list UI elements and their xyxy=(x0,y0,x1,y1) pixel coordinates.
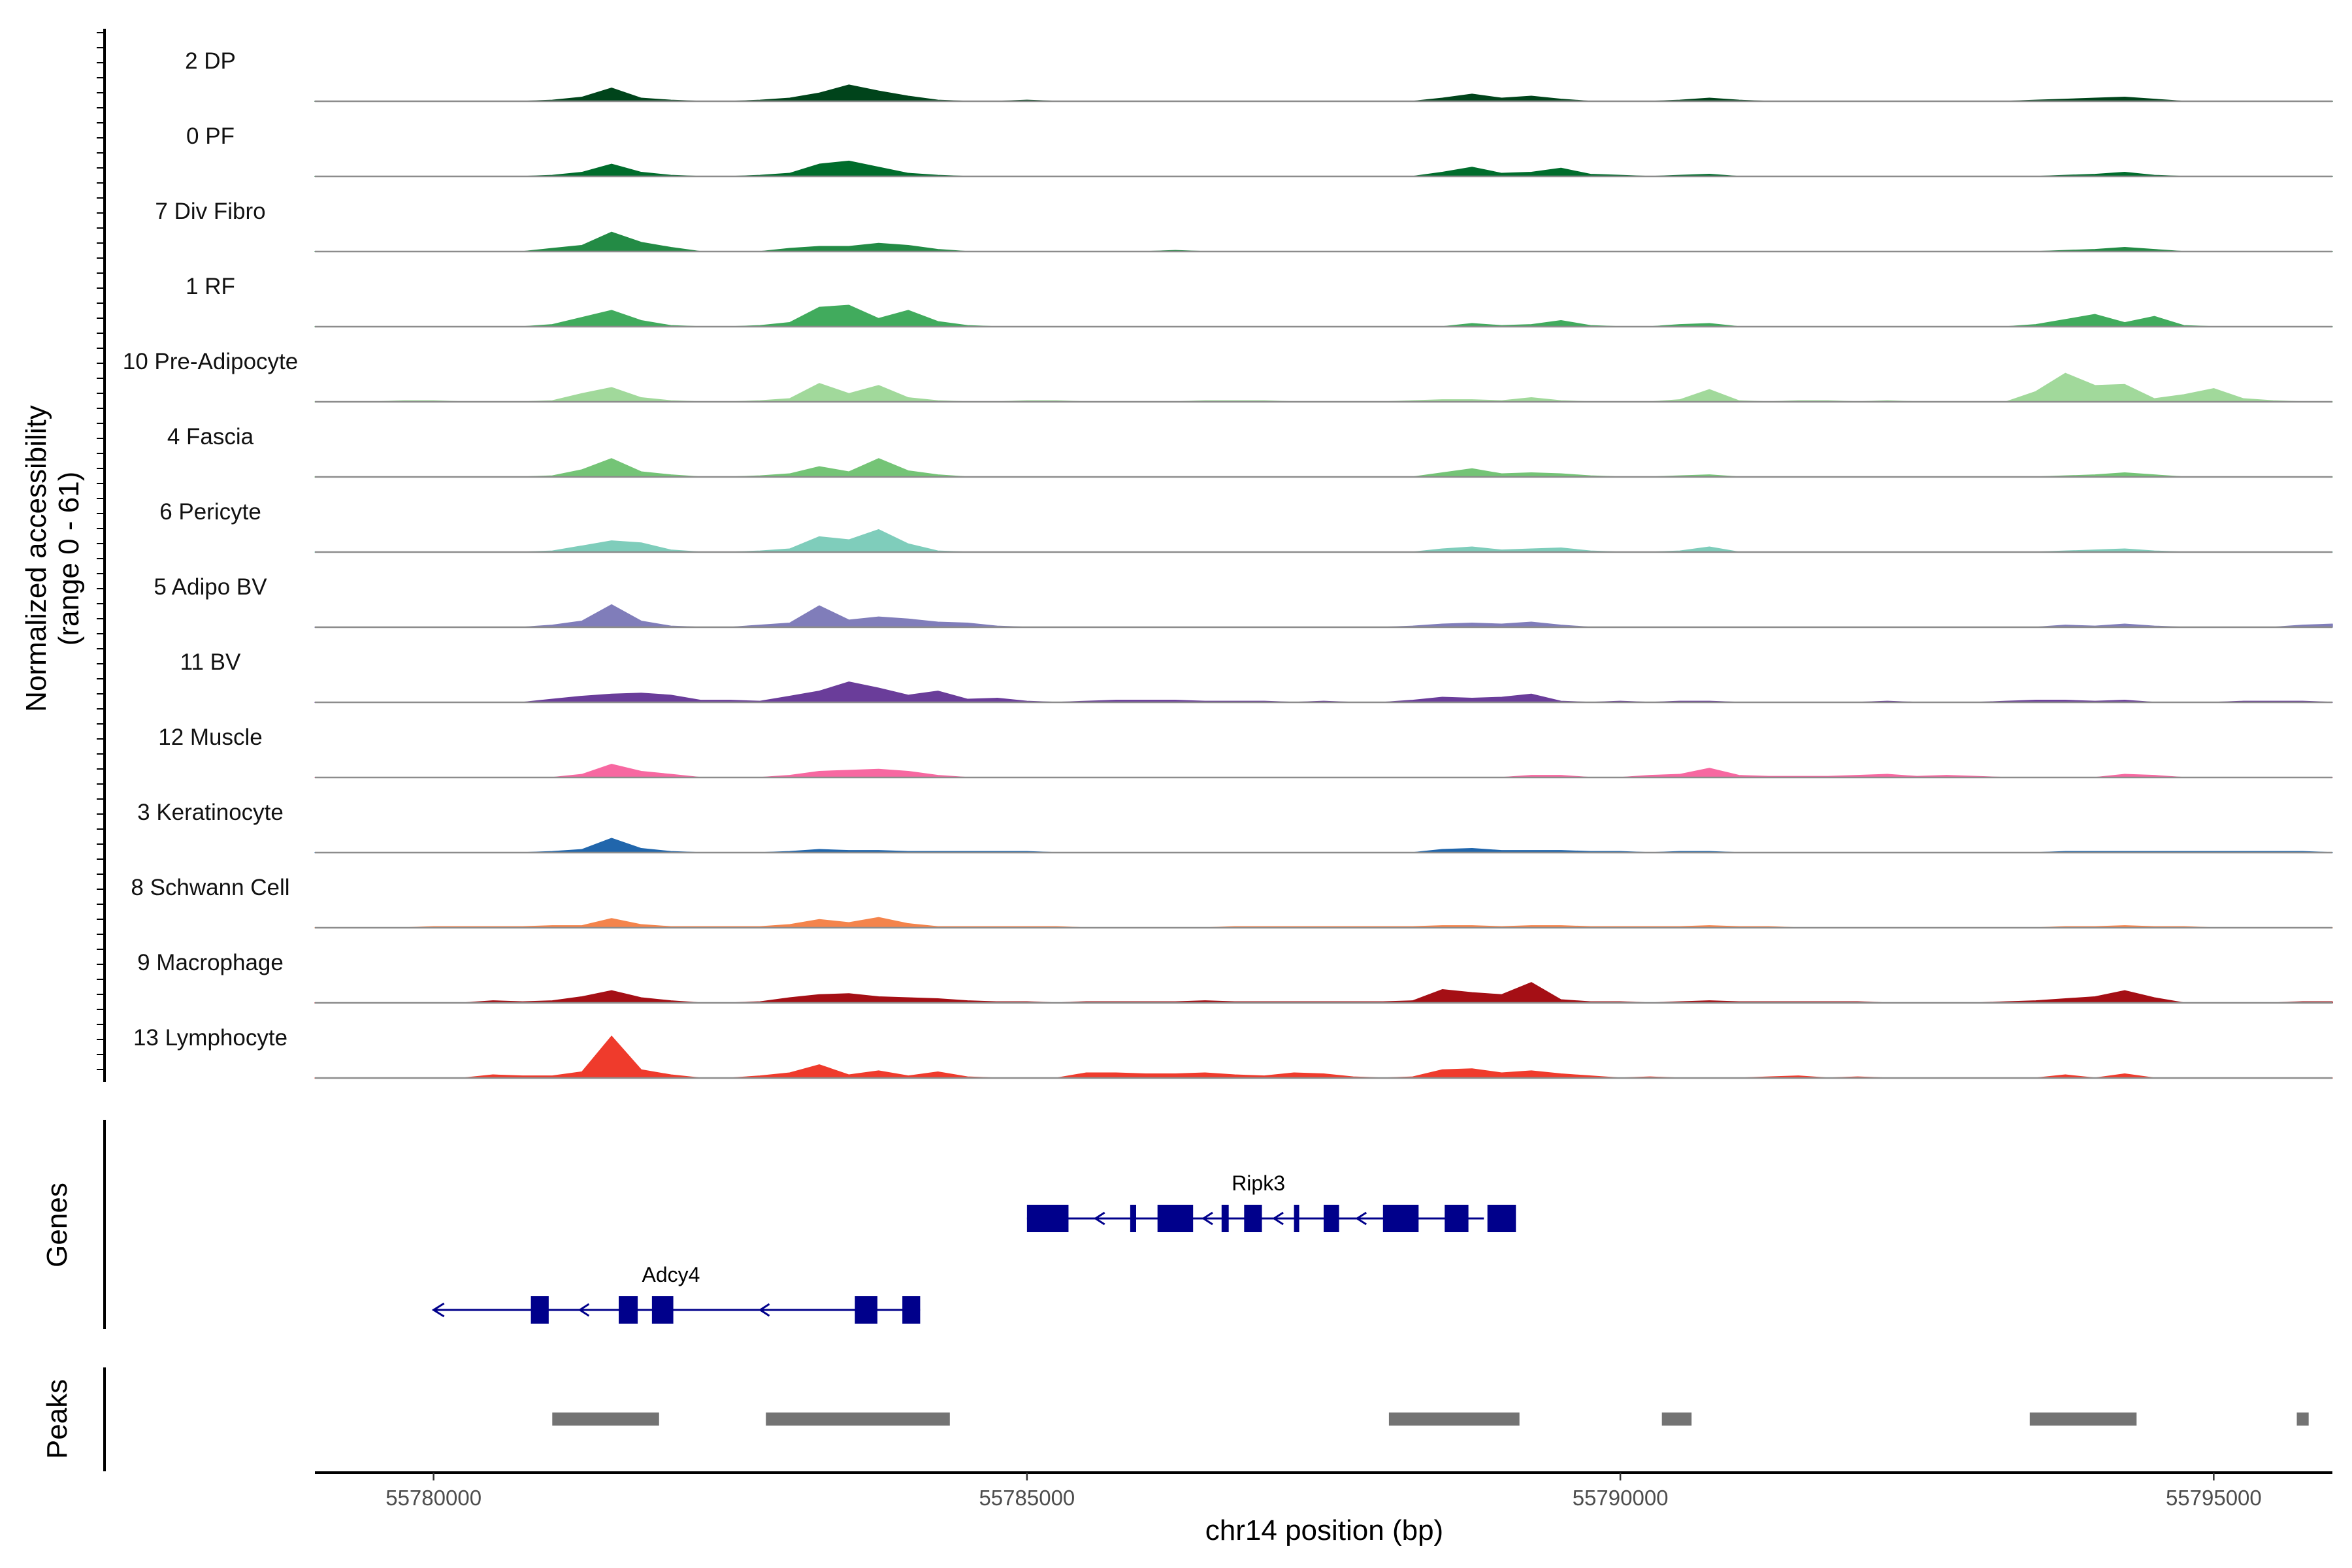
track-area-7-div-fibro xyxy=(314,231,2333,252)
track-8-schwann-cell: 8 Schwann Cell xyxy=(131,875,2333,929)
track-label: 13 Lymphocyte xyxy=(133,1025,287,1051)
peak-region xyxy=(2296,1413,2309,1426)
track-2-dp: 2 DP xyxy=(185,48,2333,103)
track-10-pre-adipocyte: 10 Pre-Adipocyte xyxy=(123,349,2333,403)
gene-exon xyxy=(1157,1205,1194,1232)
track-area-6-pericyte xyxy=(314,529,2333,553)
peaks-axis-title: Peaks xyxy=(41,1379,73,1459)
gene-ripk3: Ripk3 xyxy=(1026,1171,1516,1232)
gene-exon xyxy=(1445,1205,1469,1232)
track-0-pf: 0 PF xyxy=(186,123,2333,178)
track-label: 4 Fascia xyxy=(167,424,254,449)
track-area-2-dp xyxy=(314,84,2333,102)
gene-exon xyxy=(531,1296,549,1324)
track-1-rf: 1 RF xyxy=(186,274,2333,328)
peak-region xyxy=(552,1413,659,1426)
genes-axis-title: Genes xyxy=(41,1183,73,1267)
track-area-13-lymphocyte xyxy=(314,1036,2333,1079)
track-5-adipo-bv: 5 Adipo BV xyxy=(154,574,2333,629)
gene-exon xyxy=(1221,1205,1229,1232)
track-label: 7 Div Fibro xyxy=(155,199,265,224)
gene-exon xyxy=(1324,1205,1339,1232)
track-12-muscle: 12 Muscle xyxy=(158,725,2333,779)
gene-label: Adcy4 xyxy=(642,1263,700,1286)
track-area-5-adipo-bv xyxy=(314,604,2333,628)
track-area-12-muscle xyxy=(314,764,2333,778)
track-area-3-keratinocyte xyxy=(314,838,2333,853)
track-label: 5 Adipo BV xyxy=(154,574,267,600)
gene-adcy4: Adcy4 xyxy=(431,1263,921,1324)
x-tick-label: 55795000 xyxy=(2166,1486,2262,1510)
gene-exon xyxy=(1026,1205,1069,1232)
track-label: 11 BV xyxy=(180,649,241,675)
track-6-pericyte: 6 Pericyte xyxy=(159,499,2333,553)
track-label: 2 DP xyxy=(185,48,236,74)
y-axis-range-label: (range 0 - 61) xyxy=(53,472,85,646)
x-tick-label: 55785000 xyxy=(979,1486,1075,1510)
gene-exon xyxy=(651,1296,674,1324)
genes-track: Ripk3 Adcy4 xyxy=(431,1171,1516,1324)
gene-exon xyxy=(855,1296,878,1324)
gene-exon xyxy=(1487,1205,1516,1232)
gene-exon xyxy=(902,1296,921,1324)
track-area-8-schwann-cell xyxy=(314,917,2333,928)
peak-region xyxy=(766,1413,950,1426)
strand-arrow xyxy=(758,1303,770,1317)
track-area-10-pre-adipocyte xyxy=(314,372,2333,402)
track-7-div-fibro: 7 Div Fibro xyxy=(155,199,2333,253)
strand-arrow xyxy=(1201,1211,1213,1226)
peak-region xyxy=(1661,1413,1692,1426)
track-label: 9 Macrophage xyxy=(137,950,284,975)
track-label: 0 PF xyxy=(186,123,235,149)
track-13-lymphocyte: 13 Lymphocyte xyxy=(133,1025,2333,1079)
strand-arrow xyxy=(1093,1211,1105,1226)
gene-exon xyxy=(619,1296,638,1324)
track-label: 3 Keratinocyte xyxy=(137,800,284,825)
gene-exon xyxy=(1294,1205,1299,1232)
strand-arrow xyxy=(431,1302,445,1318)
x-tick-label: 55790000 xyxy=(1573,1486,1669,1510)
strand-arrow xyxy=(1355,1211,1367,1226)
accessibility-y-axis xyxy=(97,29,106,1082)
x-tick-label: 55780000 xyxy=(385,1486,482,1510)
track-area-11-bv xyxy=(314,681,2333,703)
gene-exon xyxy=(1382,1205,1419,1232)
gene-label: Ripk3 xyxy=(1232,1171,1285,1195)
gene-exon xyxy=(1244,1205,1262,1232)
gene-exon xyxy=(1130,1205,1136,1232)
strand-arrow xyxy=(578,1303,590,1317)
track-label: 10 Pre-Adipocyte xyxy=(123,349,298,374)
track-label: 8 Schwann Cell xyxy=(131,875,289,900)
peaks-track xyxy=(552,1413,2309,1426)
accessibility-tracks: 2 DP 0 PF 7 Div Fibro 1 RF 10 Pre-Adipocyte 4… xyxy=(123,48,2333,1079)
track-area-0-pf xyxy=(314,160,2333,177)
peak-region xyxy=(1388,1413,1520,1426)
track-4-fascia: 4 Fascia xyxy=(167,424,2333,478)
peak-region xyxy=(2029,1413,2137,1426)
x-axis: 55780000 55785000 55790000 55795000 xyxy=(315,1471,2332,1510)
track-11-bv: 11 BV xyxy=(180,649,2333,704)
y-axis-title: Normalized accessibility xyxy=(20,405,52,711)
track-area-1-rf xyxy=(314,304,2333,327)
track-area-4-fascia xyxy=(314,458,2333,478)
track-area-9-macrophage xyxy=(314,982,2333,1004)
track-3-keratinocyte: 3 Keratinocyte xyxy=(137,800,2333,854)
x-axis-title: chr14 position (bp) xyxy=(1205,1514,1443,1546)
track-9-macrophage: 9 Macrophage xyxy=(137,950,2333,1004)
track-label: 1 RF xyxy=(186,274,235,299)
track-label: 12 Muscle xyxy=(158,725,263,750)
strand-arrow xyxy=(1272,1211,1284,1226)
track-label: 6 Pericyte xyxy=(159,499,261,525)
